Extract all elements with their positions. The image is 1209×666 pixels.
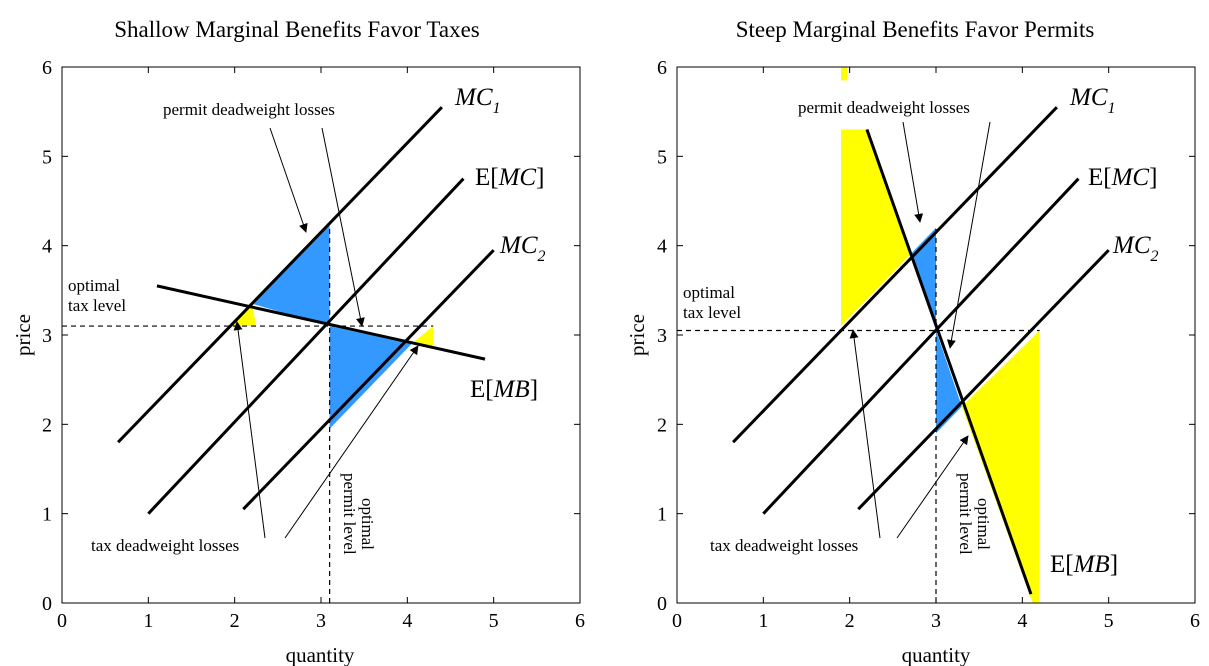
left-permit-level-label-2: permit level bbox=[340, 473, 359, 555]
left-x-axis-label: quantity bbox=[286, 643, 355, 666]
right-mc1-line bbox=[732, 106, 1058, 444]
left-label-emc: E[MC] bbox=[475, 164, 544, 191]
right-permit-level-label-1: optimal bbox=[974, 498, 993, 550]
right-permit-level-label-2: permit level bbox=[956, 473, 975, 555]
left-x-tick-label: 2 bbox=[230, 610, 240, 632]
right-mc2-line bbox=[857, 249, 1110, 511]
right-x-tick-label: 6 bbox=[1190, 610, 1200, 632]
right-x-tick-label: 1 bbox=[758, 610, 768, 632]
left-mc1-line bbox=[117, 106, 443, 444]
left-x-tick-label: 3 bbox=[316, 610, 326, 632]
right-tax-loss-region bbox=[961, 330, 1040, 603]
right-x-tick-label: 0 bbox=[672, 610, 682, 632]
right-label-emc: E[MC] bbox=[1088, 164, 1157, 191]
left-x-tick-label: 6 bbox=[575, 610, 585, 632]
right-x-tick-label: 2 bbox=[845, 610, 855, 632]
right-tax-level-label-1: optimal bbox=[683, 283, 735, 302]
left-label-emb: E[MB] bbox=[470, 376, 538, 403]
left-x-tick-label: 1 bbox=[143, 610, 153, 632]
left-y-tick-label: 1 bbox=[42, 504, 52, 526]
left-mc2-line bbox=[242, 249, 495, 511]
left-reference-lines bbox=[62, 223, 434, 603]
left-y-tick-label: 0 bbox=[42, 593, 52, 615]
right-y-tick-label: 5 bbox=[657, 146, 667, 168]
left-permit-level-label-1: optimal bbox=[358, 498, 377, 550]
left-plot-frame bbox=[61, 66, 581, 604]
right-panel: Steep Marginal Benefits Favor Permits 0 1… bbox=[625, 17, 1200, 666]
right-x-tick-label: 3 bbox=[931, 610, 941, 632]
right-arrow-tax-left bbox=[849, 329, 881, 539]
right-y-tick-label: 1 bbox=[657, 504, 667, 526]
left-arrow-tax-left bbox=[233, 321, 266, 539]
left-x-tick-label: 0 bbox=[57, 610, 67, 632]
right-arrow-permit-upper bbox=[902, 121, 924, 223]
right-y-tick-label: 2 bbox=[657, 414, 667, 436]
right-axes: 0 1 2 3 4 5 6 0 1 2 3 4 5 6 bbox=[657, 57, 1200, 632]
right-x-axis-label: quantity bbox=[902, 643, 971, 666]
right-title: Steep Marginal Benefits Favor Permits bbox=[736, 17, 1095, 42]
left-y-tick-label: 3 bbox=[42, 325, 52, 347]
left-label-mc2: MC2 bbox=[499, 232, 546, 265]
right-y-tick-label: 0 bbox=[657, 593, 667, 615]
left-tax-losses-label: tax deadweight losses bbox=[91, 536, 239, 555]
right-permit-losses-label: permit deadweight losses bbox=[798, 98, 970, 117]
right-arrow-permit-lower bbox=[946, 121, 991, 349]
left-emb-line bbox=[156, 284, 486, 361]
right-emc-line bbox=[762, 177, 1080, 515]
right-tax-losses-label: tax deadweight losses bbox=[710, 536, 858, 555]
left-tax-level-label-1: optimal bbox=[68, 276, 120, 295]
right-emb-line bbox=[865, 129, 1033, 595]
right-tax-loss-region bbox=[841, 67, 848, 81]
right-curves bbox=[732, 106, 1110, 595]
left-emc-line bbox=[147, 177, 465, 515]
right-label-emb: E[MB] bbox=[1050, 551, 1118, 578]
left-arrow-permit-upper bbox=[269, 127, 308, 233]
left-y-tick-label: 2 bbox=[42, 414, 52, 436]
right-x-tick-label: 5 bbox=[1104, 610, 1114, 632]
left-y-tick-label: 4 bbox=[42, 236, 52, 258]
left-arrow-tax-right bbox=[284, 345, 419, 539]
left-title: Shallow Marginal Benefits Favor Taxes bbox=[114, 17, 480, 42]
left-panel: Shallow Marginal Benefits Favor Taxes 0 1… bbox=[11, 17, 585, 666]
right-tax-level-label-2: tax level bbox=[683, 303, 741, 322]
left-curves bbox=[117, 106, 495, 515]
left-y-tick-label: 6 bbox=[42, 57, 52, 79]
left-arrow-permit-lower bbox=[321, 127, 365, 327]
left-label-mc1: MC1 bbox=[454, 84, 501, 117]
right-label-mc1: MC1 bbox=[1069, 84, 1116, 117]
left-x-tick-label: 4 bbox=[402, 610, 412, 632]
right-y-axis-label: price bbox=[625, 314, 649, 356]
right-permit-loss-region bbox=[936, 330, 962, 434]
left-tax-loss-region bbox=[411, 326, 434, 347]
right-label-mc2: MC2 bbox=[1112, 232, 1159, 265]
right-y-tick-label: 6 bbox=[657, 57, 667, 79]
left-permit-loss-region bbox=[251, 223, 330, 327]
right-y-tick-label: 4 bbox=[657, 236, 667, 258]
right-tax-loss-region bbox=[841, 129, 911, 327]
left-x-tick-label: 5 bbox=[489, 610, 499, 632]
left-y-tick-label: 5 bbox=[42, 146, 52, 168]
right-y-tick-label: 3 bbox=[657, 325, 667, 347]
left-y-axis-label: price bbox=[11, 314, 35, 356]
right-x-tick-label: 4 bbox=[1017, 610, 1027, 632]
left-axes: 0 1 2 3 4 5 6 0 1 2 3 4 5 6 bbox=[42, 57, 585, 632]
left-tax-level-label-2: tax level bbox=[68, 296, 126, 315]
right-arrow-tax-right bbox=[896, 435, 969, 539]
left-permit-losses-label: permit deadweight losses bbox=[163, 100, 335, 119]
